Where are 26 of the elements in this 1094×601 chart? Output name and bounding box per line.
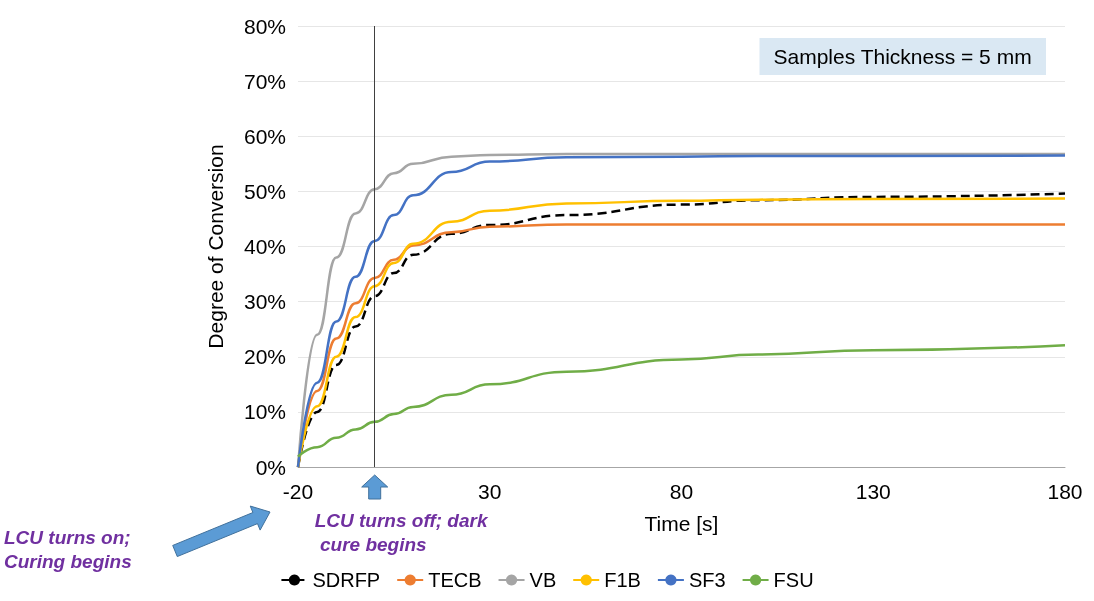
x-tick-label: 80 — [669, 480, 694, 503]
x-tick-label: 180 — [1047, 480, 1083, 503]
x-tick-label: 130 — [855, 480, 891, 503]
y-tick-label: 50% — [243, 179, 286, 203]
y-tick-label: 20% — [243, 345, 286, 369]
legend-label: VB — [529, 569, 557, 591]
y-tick-label: 10% — [243, 400, 286, 424]
y-tick-label: 60% — [243, 124, 286, 148]
y-axis-title: Degree of Conversion — [204, 144, 227, 349]
line-series — [296, 343, 1067, 458]
legend-label: SDRFP — [312, 569, 381, 591]
legend-label: F1B — [604, 569, 641, 591]
legend-label: TECB — [428, 569, 482, 591]
y-tick-label: 40% — [243, 235, 286, 258]
legend-label: FSU — [773, 569, 814, 591]
text: LCU turns on; Curing begins — [4, 526, 136, 572]
y-tick-label: 0% — [255, 455, 286, 479]
annotation: Samples Thickness = 5 mm — [773, 45, 1032, 68]
text: LCU turns off; dark cure begins — [314, 509, 489, 555]
y-tick-label: 30% — [243, 290, 286, 314]
x-tick-label: 30 — [478, 480, 502, 503]
legend-label: SF3 — [688, 569, 726, 591]
x-axis-title: Time [s] — [644, 512, 719, 535]
x-tick-label: -20 — [282, 480, 314, 503]
y-tick-label: 70% — [243, 69, 286, 93]
y-tick-label: 80% — [243, 14, 286, 38]
